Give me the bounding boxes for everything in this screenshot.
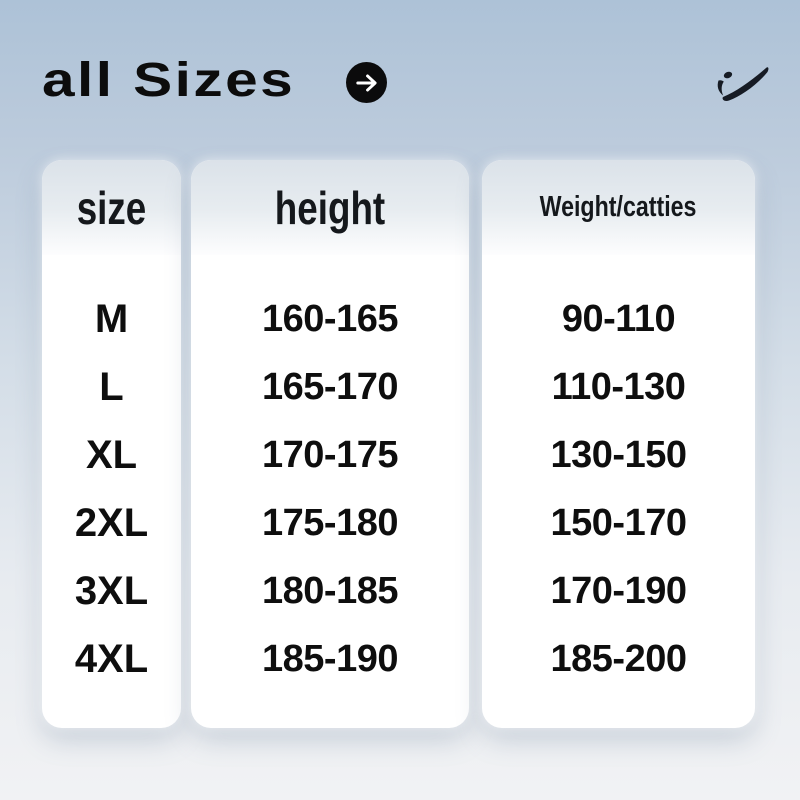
size-value: 4XL bbox=[74, 636, 149, 681]
size-value: L bbox=[99, 364, 124, 409]
weight-value: 110-130 bbox=[551, 365, 686, 408]
weight-value: 150-170 bbox=[550, 501, 687, 544]
weight-column-card: Weight/catties 90-110 110-130 130-150 15… bbox=[482, 160, 755, 728]
page-title: all Sizes bbox=[42, 54, 296, 107]
weight-column-label: Weight/catties bbox=[540, 191, 697, 223]
height-value: 170-175 bbox=[262, 433, 398, 476]
size-value: M bbox=[94, 296, 129, 341]
size-column-body: M L XL 2XL 3XL 4XL bbox=[42, 255, 181, 693]
size-value: 2XL bbox=[74, 500, 149, 545]
weight-value: 90-110 bbox=[561, 297, 676, 340]
size-column-label: size bbox=[76, 181, 147, 234]
weight-column-header: Weight/catties bbox=[482, 160, 755, 255]
height-column-label: height bbox=[274, 181, 386, 234]
size-value: XL bbox=[85, 432, 138, 477]
brand-logo-icon bbox=[717, 67, 769, 101]
size-value: 3XL bbox=[74, 568, 149, 613]
weight-value: 185-200 bbox=[550, 637, 687, 680]
height-column-header: height bbox=[191, 160, 469, 255]
height-value: 185-190 bbox=[262, 637, 398, 680]
height-column-body: 160-165 165-170 170-175 175-180 180-185 … bbox=[191, 255, 469, 693]
height-value: 175-180 bbox=[262, 501, 398, 544]
weight-column-body: 90-110 110-130 130-150 150-170 170-190 1… bbox=[482, 255, 755, 693]
weight-value: 130-150 bbox=[550, 433, 687, 476]
size-column-header: size bbox=[42, 160, 181, 255]
page-title-wrap: all Sizes bbox=[42, 57, 293, 105]
height-value: 160-165 bbox=[262, 297, 398, 340]
weight-value: 170-190 bbox=[550, 569, 687, 612]
arrow-right-icon bbox=[346, 62, 387, 103]
size-column-card: size M L XL 2XL 3XL 4XL bbox=[42, 160, 181, 728]
height-column-card: height 160-165 165-170 170-175 175-180 1… bbox=[191, 160, 469, 728]
height-value: 165-170 bbox=[262, 365, 398, 408]
height-value: 180-185 bbox=[262, 569, 398, 612]
